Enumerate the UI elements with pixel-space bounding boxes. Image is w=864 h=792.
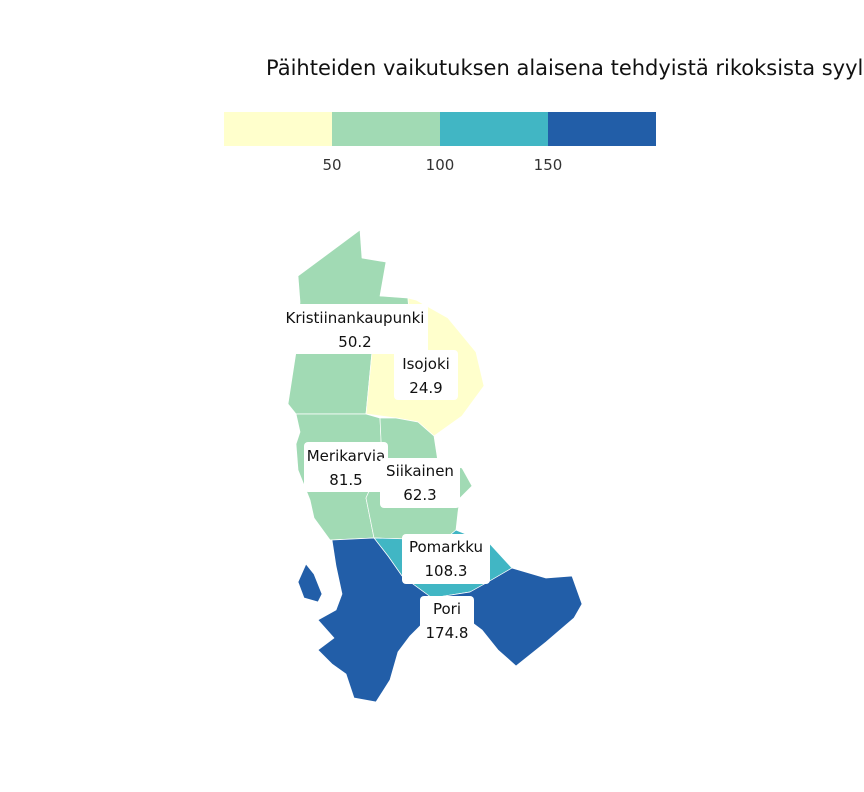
label-merikarvia: Merikarvia 81.5 [304, 442, 388, 492]
label-siikainen: Siikainen 62.3 [380, 458, 460, 508]
label-pori-value: 174.8 [426, 624, 469, 642]
label-isojoki-value: 24.9 [409, 379, 442, 397]
legend-tick-100: 100 [426, 156, 455, 174]
legend-swatch-2 [440, 112, 548, 146]
label-isojoki: Isojoki 24.9 [394, 350, 458, 400]
label-pomarkku-name: Pomarkku [409, 538, 483, 556]
label-kristiinankaupunki-name: Kristiinankaupunki [286, 309, 425, 327]
label-merikarvia-name: Merikarvia [307, 447, 386, 465]
label-pori: Pori 174.8 [420, 596, 474, 646]
region-pori-island[interactable] [297, 563, 323, 603]
map-title: Päihteiden vaikutuksen alaisena tehdyist… [266, 56, 864, 80]
label-isojoki-name: Isojoki [402, 355, 450, 373]
legend-tick-50: 50 [322, 156, 341, 174]
label-kristiinankaupunki-value: 50.2 [338, 333, 371, 351]
label-siikainen-name: Siikainen [386, 462, 454, 480]
map-labels: Kristiinankaupunki 50.2 Isojoki 24.9 Mer… [282, 304, 490, 646]
label-siikainen-value: 62.3 [403, 486, 436, 504]
legend-tick-150: 150 [534, 156, 563, 174]
legend-colorbar: 50 100 150 [224, 112, 656, 174]
legend-swatch-3 [548, 112, 656, 146]
label-merikarvia-value: 81.5 [329, 471, 362, 489]
legend-swatch-0 [224, 112, 332, 146]
label-pori-name: Pori [433, 600, 461, 618]
legend-swatch-1 [332, 112, 440, 146]
label-pomarkku: Pomarkku 108.3 [402, 534, 490, 584]
label-pomarkku-value: 108.3 [425, 562, 468, 580]
label-kristiinankaupunki: Kristiinankaupunki 50.2 [282, 304, 428, 354]
